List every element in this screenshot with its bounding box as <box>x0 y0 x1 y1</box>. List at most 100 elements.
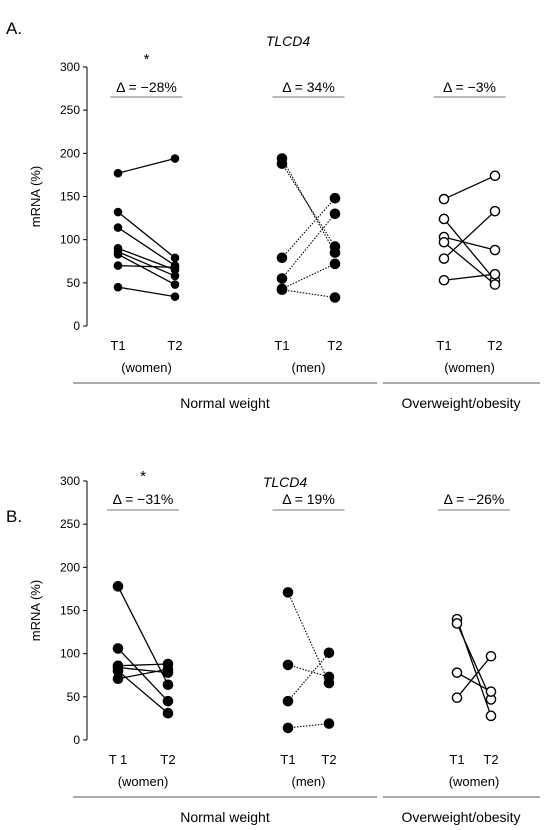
series-line <box>117 668 169 680</box>
data-point-t2 <box>170 253 180 263</box>
series-line <box>456 672 492 693</box>
data-point-t1 <box>113 168 123 178</box>
significance-star: * <box>140 468 146 485</box>
data-point-t2 <box>329 292 341 303</box>
significance-star: * <box>144 51 150 68</box>
data-point-t1 <box>276 273 288 284</box>
data-point-t1 <box>113 250 123 259</box>
data-point-t2 <box>170 271 180 281</box>
data-point-t1 <box>112 581 124 592</box>
series-line <box>281 197 336 259</box>
data-point-t2 <box>162 695 174 707</box>
y-tick-label: 100 <box>60 647 80 661</box>
series-line <box>117 264 176 268</box>
y-tick-label: 300 <box>60 60 80 74</box>
y-tick-label: 50 <box>67 276 81 290</box>
data-point-t2 <box>162 707 174 719</box>
section-label: Normal weight <box>180 395 270 411</box>
x-tick-label-t1: T1 <box>449 752 464 767</box>
series-line <box>456 655 492 699</box>
data-point-t1 <box>276 158 288 169</box>
data-point-t1 <box>451 667 463 678</box>
data-point-t2 <box>329 192 341 204</box>
data-point-t2 <box>489 279 501 290</box>
series-line <box>117 286 176 298</box>
x-tick-label-t2: T2 <box>321 752 336 767</box>
data-point-t1 <box>113 223 123 232</box>
x-tick-label-t2: T2 <box>483 752 498 767</box>
data-point-t2 <box>329 208 341 220</box>
series-line <box>117 227 176 267</box>
data-point-t1 <box>113 282 123 292</box>
data-point-t1 <box>282 659 294 671</box>
y-tick-label: 100 <box>60 233 80 247</box>
series-line <box>443 273 496 281</box>
series-line <box>281 263 336 290</box>
y-tick-label: 300 <box>60 474 80 488</box>
series-line <box>117 648 169 702</box>
data-point-t2 <box>329 258 341 270</box>
group-label: (women) <box>444 360 495 375</box>
data-point-t1 <box>438 274 450 286</box>
data-point-t1 <box>438 193 450 205</box>
data-point-t1 <box>112 673 124 685</box>
delta-annotation: Δ = −31% <box>113 491 174 507</box>
data-point-t1 <box>282 587 294 598</box>
data-point-t2 <box>323 647 335 659</box>
series-line <box>281 213 336 279</box>
data-point-t2 <box>489 205 501 217</box>
y-axis-label: mRNA (%) <box>28 166 43 227</box>
data-point-t1 <box>113 261 123 270</box>
group-label: (men) <box>292 774 326 789</box>
data-point-t2 <box>323 671 335 683</box>
data-point-t1 <box>113 207 123 217</box>
section-label: Overweight/obesity <box>401 809 520 825</box>
group-label: (men) <box>292 360 326 375</box>
data-point-t1 <box>451 618 463 629</box>
data-point-t2 <box>489 170 501 182</box>
delta-annotation: Δ = −28% <box>116 79 177 95</box>
delta-annotation: Δ = −26% <box>444 491 505 507</box>
series-line <box>117 247 176 271</box>
data-point-t1 <box>282 695 294 707</box>
panel-letter: A. <box>6 19 22 38</box>
y-tick-label: 200 <box>60 146 80 160</box>
y-tick-label: 200 <box>60 560 80 574</box>
series-line <box>117 670 169 714</box>
data-point-t2 <box>170 154 180 163</box>
group-label: (women) <box>121 360 172 375</box>
y-tick-label: 0 <box>73 319 80 333</box>
data-point-t2 <box>162 679 174 691</box>
data-point-t2 <box>485 710 497 722</box>
y-tick-label: 150 <box>60 604 80 618</box>
x-tick-label-t1: T1 <box>110 338 125 353</box>
series-line <box>117 211 176 259</box>
series-line <box>117 253 176 286</box>
series-line <box>117 251 176 277</box>
x-tick-label-t1: T1 <box>280 752 295 767</box>
data-point-t1 <box>276 252 288 264</box>
data-point-t2 <box>329 241 341 252</box>
series-line <box>443 175 496 200</box>
x-tick-label-t1: T 1 <box>109 752 128 767</box>
series-line <box>287 652 330 702</box>
data-point-t1 <box>282 722 294 734</box>
series-line <box>117 666 169 674</box>
y-tick-label: 250 <box>60 517 80 531</box>
data-point-t2 <box>485 650 497 662</box>
data-point-t2 <box>170 292 180 301</box>
x-tick-label-t2: T2 <box>160 752 175 767</box>
data-point-t2 <box>162 663 174 675</box>
y-tick-label: 150 <box>60 190 80 204</box>
y-tick-label: 50 <box>67 690 81 704</box>
series-line <box>287 723 330 729</box>
data-point-t2 <box>489 244 501 256</box>
series-line <box>287 592 330 684</box>
series-line <box>117 157 176 174</box>
y-axis-label: mRNA (%) <box>28 580 43 641</box>
data-point-t2 <box>170 262 180 272</box>
data-point-t1 <box>112 643 124 654</box>
data-point-t1 <box>438 236 450 248</box>
delta-annotation: Δ = 34% <box>282 79 335 95</box>
